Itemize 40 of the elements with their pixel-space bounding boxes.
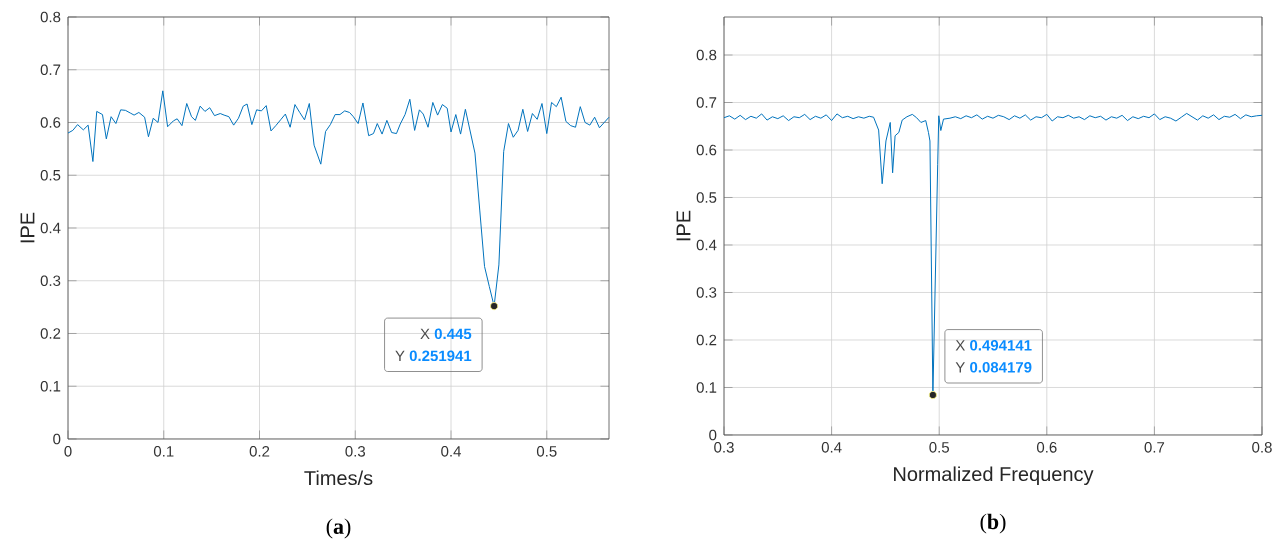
y-tick-label: 0.2 — [696, 334, 717, 346]
text: (a) — [326, 518, 351, 539]
y-tick-label: 0 — [709, 429, 717, 441]
y-tick-label: 0.5 — [696, 192, 717, 203]
x-tick-label: 0.2 — [249, 446, 270, 457]
y-tick-label: 0.7 — [40, 64, 61, 76]
x-tick-label: 0.4 — [821, 442, 842, 453]
y-tick-label: 0.3 — [696, 287, 717, 298]
x-tick-label: 0.7 — [1144, 442, 1165, 453]
x-axis-title: Normalized Frequency — [894, 466, 1094, 486]
annotation: Y 0.084179 — [955, 361, 1032, 373]
x-tick-label: 0.4 — [441, 446, 461, 457]
y-tick-label: 0 — [53, 433, 61, 445]
x-tick-label: 0 — [64, 446, 72, 457]
y-tick-label: 0.2 — [40, 328, 61, 339]
y-tick-label: 0.8 — [696, 49, 717, 61]
y-tick-label: 0.7 — [696, 97, 717, 108]
y-tick-label: 0.3 — [40, 275, 61, 287]
y-axis-title: IPE — [676, 210, 691, 241]
annotation: Y 0.251941 — [395, 350, 472, 362]
y-tick-label: 0.6 — [40, 117, 61, 128]
x-tick-label: 0.6 — [1036, 442, 1057, 453]
x-axis-title: Times/s — [304, 470, 373, 486]
y-tick-label: 0.5 — [40, 169, 61, 181]
text: (b) — [980, 513, 1006, 534]
annotation: X 0.494141 — [955, 339, 1032, 351]
x-tick-label: 0.5 — [929, 442, 949, 453]
y-tick-label: 0.8 — [40, 11, 61, 23]
y-tick-label: 0.4 — [696, 239, 717, 251]
x-tick-label: 0.1 — [153, 446, 174, 457]
y-tick-label: 0.6 — [696, 144, 717, 156]
x-tick-label: 0.3 — [345, 446, 366, 457]
y-tick-label: 0.1 — [696, 382, 717, 393]
y-tick-label: 0.1 — [40, 380, 61, 392]
annotation: X 0.445 — [420, 328, 472, 340]
x-tick-label: 0.3 — [714, 442, 734, 453]
x-tick-label: 0.8 — [1252, 442, 1272, 453]
y-tick-label: 0.4 — [40, 222, 61, 234]
y-axis-title: IPE — [20, 212, 35, 243]
x-tick-label: 0.5 — [536, 446, 557, 457]
